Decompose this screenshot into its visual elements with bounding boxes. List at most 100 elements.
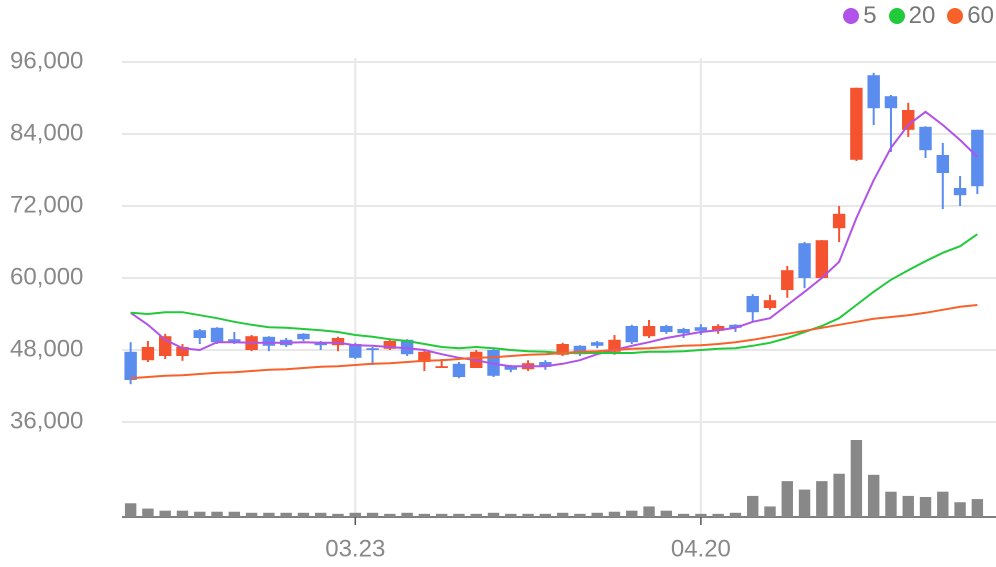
- volume-bar: [280, 512, 292, 517]
- candle-body: [919, 126, 932, 151]
- volume-bar: [142, 508, 154, 517]
- candle-body: [781, 270, 794, 290]
- volume-bar: [245, 512, 258, 517]
- volume-bar: [211, 511, 223, 517]
- volume-bar: [401, 512, 413, 517]
- candle-body: [746, 296, 759, 313]
- candle-body: [971, 129, 984, 187]
- candle-body: [262, 336, 276, 346]
- candle-body: [124, 351, 137, 380]
- candle-body: [573, 345, 587, 355]
- candle-body: [383, 341, 397, 349]
- volume-bar: [677, 513, 690, 517]
- candle-body: [435, 366, 448, 368]
- candle-body: [210, 327, 224, 343]
- volume-bar: [297, 512, 310, 517]
- volume-bar: [522, 513, 534, 517]
- volume-bar: [366, 512, 379, 517]
- volume-bar: [885, 491, 897, 517]
- candle-body: [504, 366, 518, 370]
- legend-marker: [888, 8, 905, 24]
- volume-bar: [453, 513, 465, 517]
- candle-body: [141, 347, 155, 361]
- legend-marker: [947, 8, 964, 24]
- volume-bar: [729, 512, 742, 517]
- candle-body: [556, 344, 569, 355]
- volume-bar: [470, 513, 482, 517]
- volume-bar: [263, 512, 275, 517]
- candle-body: [711, 326, 725, 331]
- legend: 5 20 60: [843, 2, 994, 30]
- candle-body: [832, 213, 846, 229]
- volume-bar: [798, 489, 811, 517]
- volume-bar: [919, 496, 932, 517]
- candle-body: [677, 329, 690, 334]
- volume-bar: [228, 511, 241, 517]
- volume-bar: [556, 512, 569, 517]
- candle-body: [884, 96, 898, 109]
- candle-body: [642, 326, 656, 337]
- volume-bar: [608, 511, 621, 517]
- candle-body: [763, 300, 777, 308]
- volume-bar: [902, 495, 914, 517]
- candle-body: [297, 333, 310, 340]
- volume-bar: [574, 513, 586, 517]
- volume-bar: [747, 495, 759, 517]
- volume-bar: [332, 513, 344, 517]
- legend-label: 20: [908, 2, 936, 29]
- volume-bar: [349, 512, 361, 517]
- volume-bar: [435, 513, 448, 517]
- candle-body: [625, 326, 638, 343]
- volume-bar: [937, 491, 949, 517]
- candle-body: [228, 339, 241, 343]
- y-tick-label: 96,000: [10, 47, 83, 74]
- volume-bar: [781, 481, 793, 517]
- y-tick-label: 48,000: [10, 335, 83, 362]
- volume-bar: [315, 512, 327, 517]
- legend-item[interactable]: 20: [888, 2, 936, 30]
- legend-label: 5: [863, 2, 877, 29]
- candle-body: [729, 324, 742, 328]
- volume-bar: [660, 510, 673, 517]
- legend-label: 60: [967, 2, 994, 29]
- volume-bar: [833, 473, 845, 517]
- candle-body: [366, 348, 379, 350]
- ma-line: [130, 110, 979, 368]
- candle-body: [694, 327, 708, 331]
- volume-bar: [159, 510, 171, 517]
- volume-bar: [591, 512, 603, 517]
- volume-bar: [626, 510, 638, 517]
- candle-body: [539, 362, 552, 367]
- volume-bar: [643, 506, 655, 517]
- candle-body: [798, 243, 811, 278]
- candle-body: [331, 338, 345, 346]
- volume-bar: [954, 502, 966, 517]
- volume-bar: [176, 510, 189, 517]
- y-tick-label: 36,000: [10, 407, 83, 434]
- candle-body: [193, 330, 206, 338]
- volume-bar: [712, 513, 724, 517]
- volume-bar: [418, 513, 431, 517]
- volume-bar: [384, 513, 396, 517]
- volume-bar: [816, 481, 828, 517]
- candle-body: [815, 240, 829, 278]
- candle-body: [400, 339, 414, 355]
- candle-body: [953, 188, 967, 196]
- candle-body: [176, 347, 189, 356]
- volume-bar: [850, 440, 863, 517]
- volume-bar: [764, 506, 776, 517]
- candle-body: [660, 326, 673, 332]
- volume-bar: [505, 513, 517, 517]
- volume-bar: [124, 503, 137, 517]
- candle-body: [936, 155, 950, 173]
- y-tick-label: 60,000: [10, 263, 83, 290]
- x-tick-label: 03.23: [325, 535, 385, 562]
- candle-body: [349, 344, 362, 358]
- legend-item[interactable]: 5: [843, 2, 877, 30]
- candle-body: [452, 363, 466, 377]
- legend-item[interactable]: 60: [947, 2, 994, 30]
- candle-body: [902, 110, 915, 130]
- volume-bar: [539, 513, 552, 517]
